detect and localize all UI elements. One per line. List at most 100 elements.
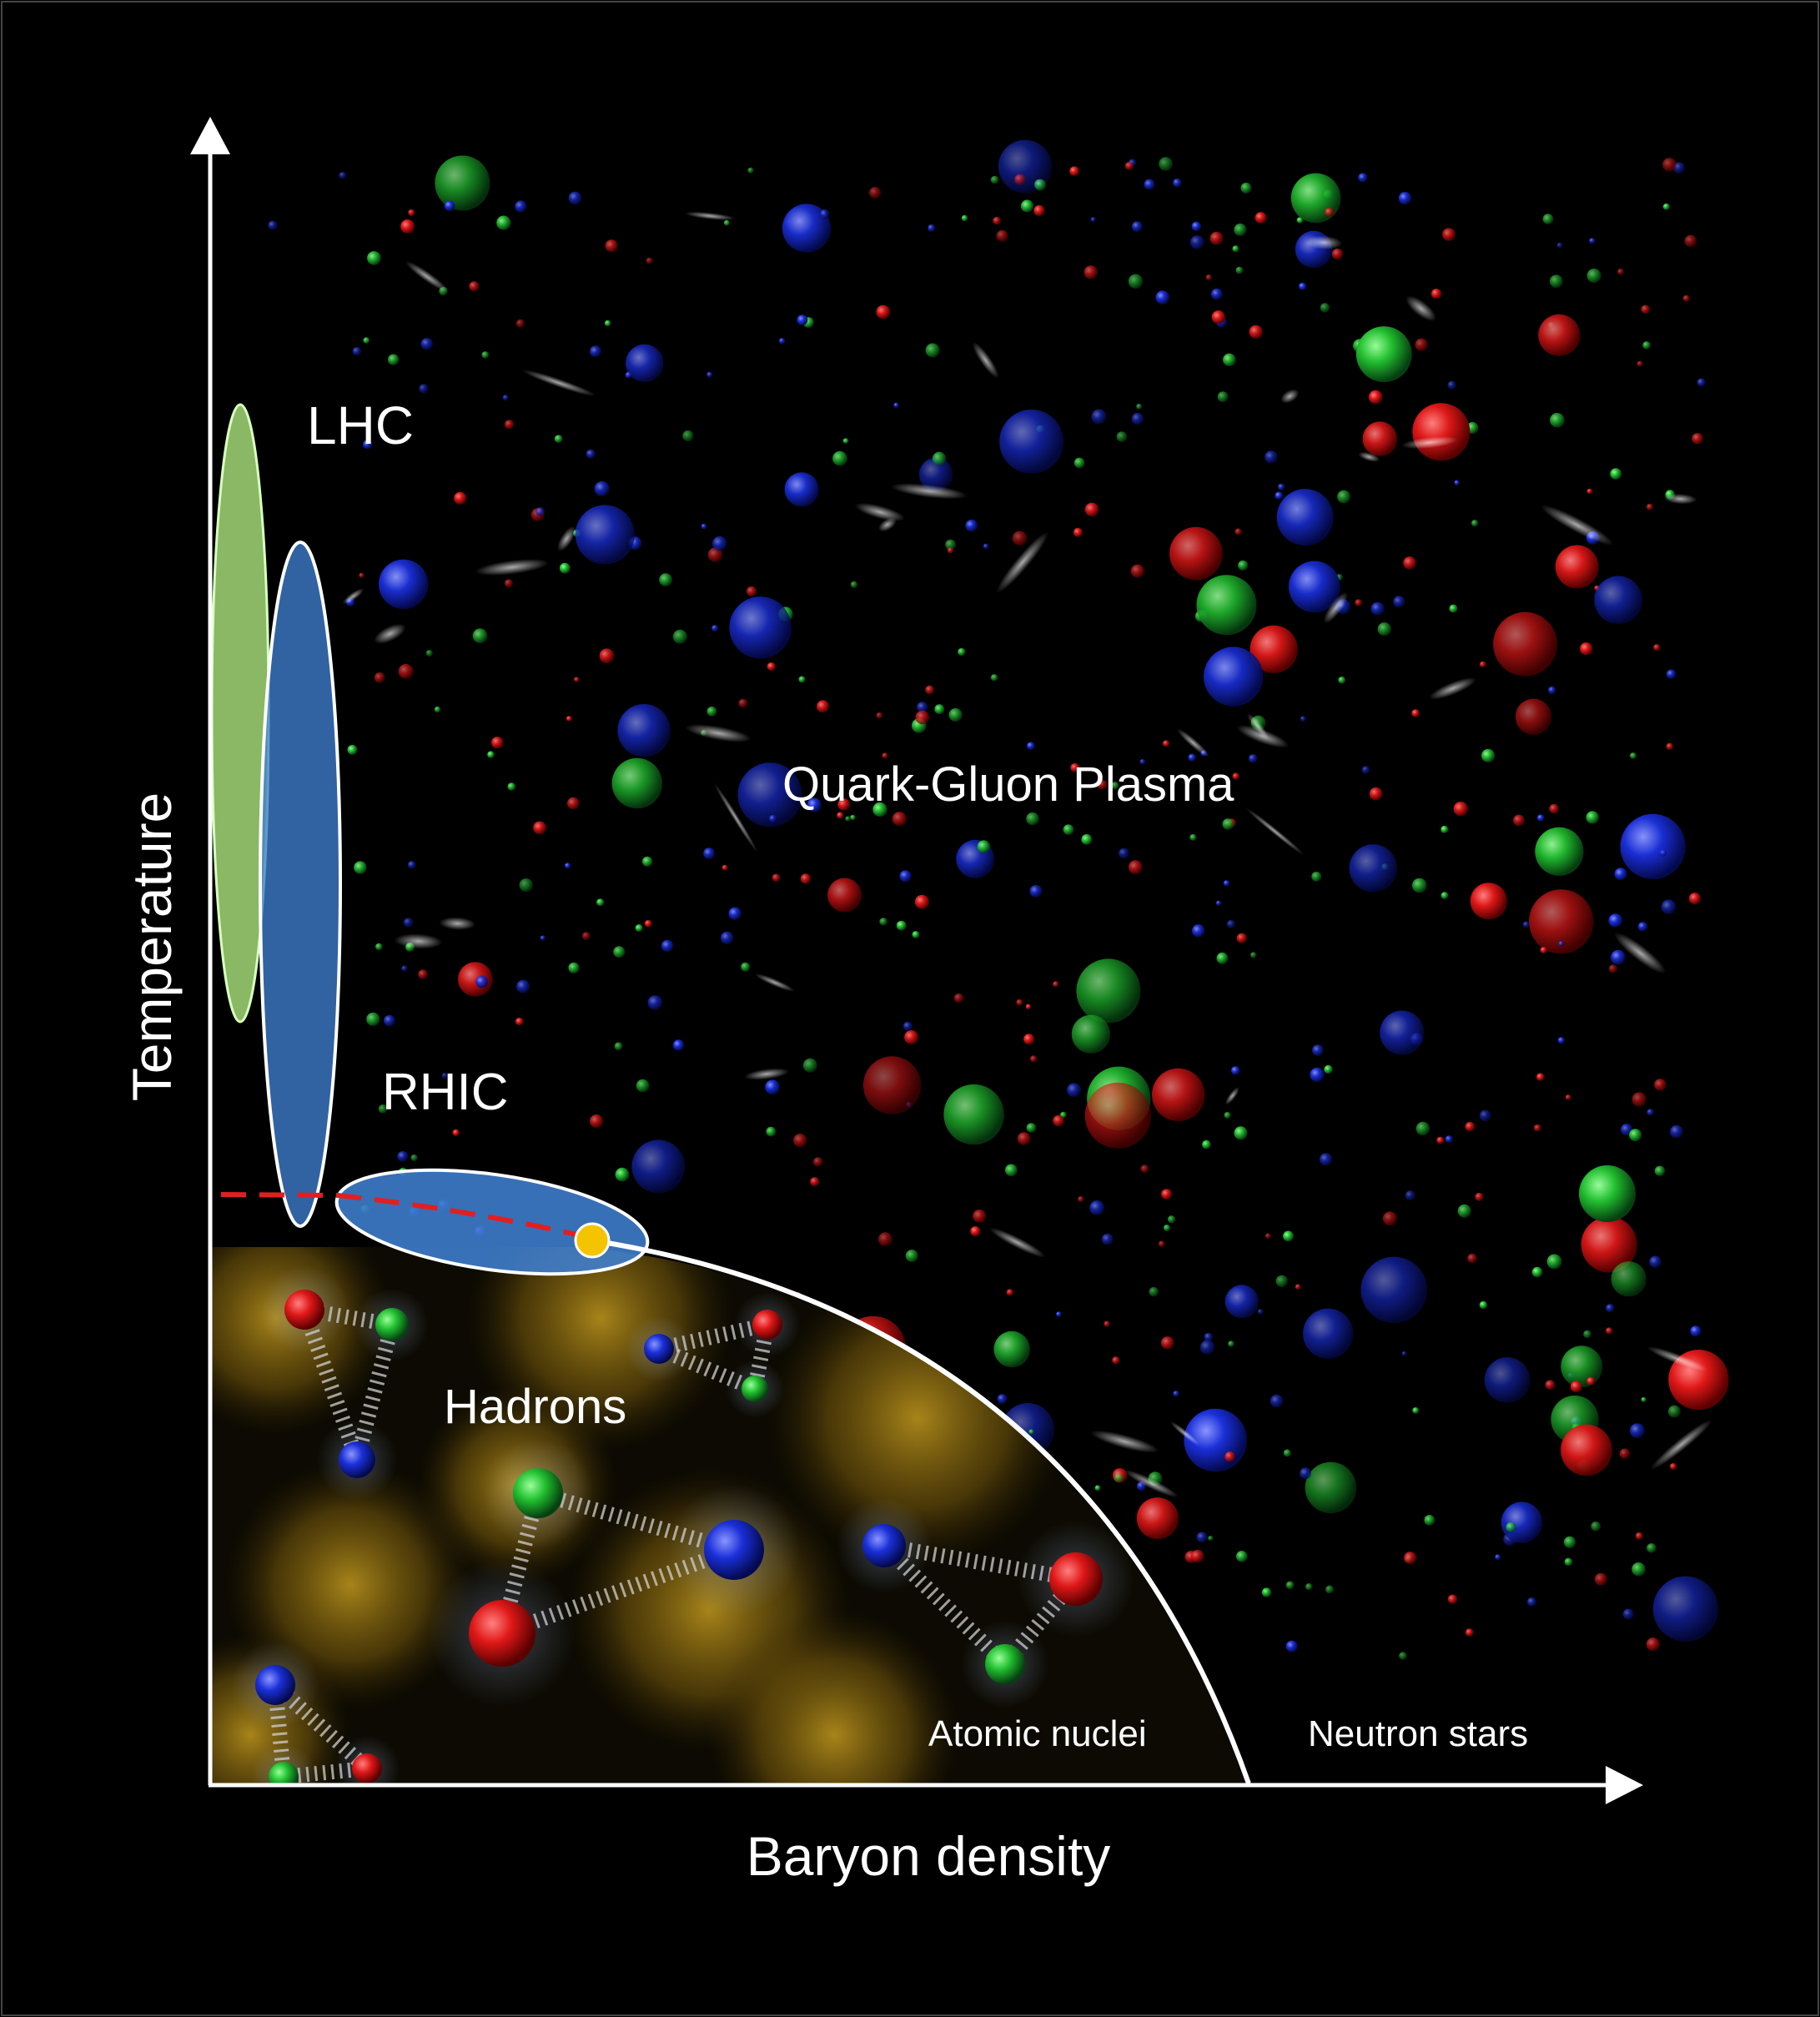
red-quark bbox=[505, 420, 514, 430]
blue-quark bbox=[1361, 766, 1370, 774]
green-quark bbox=[1415, 1121, 1430, 1136]
green-quark bbox=[850, 581, 857, 588]
red-quark bbox=[1017, 1132, 1031, 1145]
red-quark bbox=[1169, 526, 1223, 581]
blue-quark bbox=[1527, 1597, 1536, 1607]
blue-quark bbox=[1029, 885, 1043, 898]
red-quark bbox=[1124, 162, 1134, 170]
red-quark bbox=[644, 919, 652, 928]
red-quark bbox=[359, 572, 365, 578]
green-quark bbox=[945, 539, 956, 551]
blue-quark bbox=[631, 1139, 686, 1194]
blue-quark bbox=[1215, 900, 1222, 906]
red-quark bbox=[1049, 1552, 1103, 1606]
red-quark bbox=[721, 864, 728, 871]
blue-quark bbox=[1360, 1256, 1428, 1324]
green-quark bbox=[636, 1079, 650, 1093]
gluon-streak bbox=[713, 782, 758, 853]
green-quark bbox=[1399, 1652, 1407, 1660]
green-quark bbox=[1305, 1583, 1313, 1591]
green-quark bbox=[1481, 748, 1496, 762]
blue-quark bbox=[1620, 813, 1686, 879]
green-quark bbox=[1283, 1449, 1291, 1457]
blue-quark bbox=[1188, 753, 1196, 762]
red-quark bbox=[1549, 803, 1559, 814]
red-quark bbox=[1016, 998, 1023, 1006]
gluon-streak bbox=[1323, 591, 1348, 624]
y-axis-arrow-icon bbox=[190, 117, 230, 154]
red-quark bbox=[1447, 1594, 1458, 1604]
green-quark bbox=[1535, 827, 1584, 876]
blue-quark bbox=[917, 702, 928, 713]
red-quark bbox=[800, 873, 812, 884]
blue-quark bbox=[1557, 1037, 1565, 1044]
green-quark bbox=[1610, 468, 1621, 480]
green-quark bbox=[802, 1058, 817, 1073]
gluon-streak bbox=[521, 370, 596, 397]
blue-quark bbox=[568, 191, 582, 205]
red-quark bbox=[566, 716, 572, 722]
red-quark bbox=[996, 229, 1008, 242]
green-quark bbox=[1591, 1522, 1601, 1532]
blue-quark bbox=[1091, 409, 1107, 425]
red-quark bbox=[1205, 274, 1212, 281]
gluon-streak bbox=[1169, 1421, 1199, 1446]
red-quark bbox=[767, 662, 776, 671]
green-quark bbox=[905, 1250, 918, 1262]
gluon-streak bbox=[996, 531, 1049, 594]
red-quark bbox=[1467, 1253, 1477, 1264]
green-quark bbox=[613, 946, 626, 958]
blue-quark bbox=[419, 384, 429, 394]
green-quark bbox=[1235, 266, 1244, 274]
red-quark bbox=[1078, 1196, 1084, 1202]
red-quark bbox=[452, 1129, 460, 1136]
red-quark bbox=[1083, 265, 1098, 279]
green-quark bbox=[1217, 391, 1229, 403]
blue-quark bbox=[408, 861, 416, 869]
green-quark bbox=[472, 628, 488, 643]
green-quark bbox=[1159, 157, 1173, 171]
red-quark bbox=[1594, 1572, 1607, 1586]
blue-quark bbox=[1264, 450, 1278, 464]
red-quark bbox=[574, 677, 580, 682]
red-quark bbox=[793, 1134, 807, 1148]
green-quark bbox=[1662, 203, 1670, 210]
green-quark bbox=[1223, 353, 1236, 366]
blue-quark bbox=[1191, 221, 1202, 231]
y-axis-label: Temperature bbox=[121, 792, 183, 1102]
blue-quark bbox=[1393, 596, 1405, 608]
red-quark bbox=[1534, 1124, 1541, 1132]
gluon-streak bbox=[1090, 1430, 1159, 1453]
red-quark bbox=[1404, 1552, 1417, 1565]
green-quark bbox=[993, 1330, 1030, 1368]
green-quark bbox=[845, 816, 851, 822]
gluon-streak bbox=[754, 973, 795, 992]
gluon-streak bbox=[1614, 932, 1667, 974]
green-quark bbox=[1167, 1215, 1176, 1224]
green-quark bbox=[1081, 834, 1093, 845]
red-quark bbox=[1555, 545, 1599, 589]
blue-quark bbox=[1349, 844, 1398, 893]
red-quark bbox=[1161, 1189, 1172, 1200]
green-quark bbox=[948, 708, 963, 722]
red-quark bbox=[590, 1114, 603, 1128]
red-quark bbox=[1232, 772, 1239, 780]
green-quark bbox=[925, 343, 940, 358]
gluon-streak bbox=[1540, 505, 1614, 546]
red-quark bbox=[914, 894, 929, 909]
green-quark bbox=[1531, 1266, 1543, 1278]
green-quark bbox=[604, 319, 611, 327]
red-quark bbox=[837, 798, 850, 811]
blue-quark bbox=[403, 918, 414, 928]
green-quark bbox=[425, 650, 433, 656]
green-quark bbox=[434, 706, 441, 713]
blue-quark bbox=[1637, 922, 1648, 932]
blue-quark bbox=[737, 762, 802, 827]
blue-quark bbox=[899, 870, 912, 883]
red-quark bbox=[1636, 360, 1643, 367]
blue-quark bbox=[475, 975, 488, 988]
green-quark bbox=[642, 856, 653, 867]
green-quark bbox=[1583, 1330, 1591, 1339]
red-quark bbox=[515, 1017, 524, 1026]
blue-quark bbox=[1501, 1501, 1542, 1543]
